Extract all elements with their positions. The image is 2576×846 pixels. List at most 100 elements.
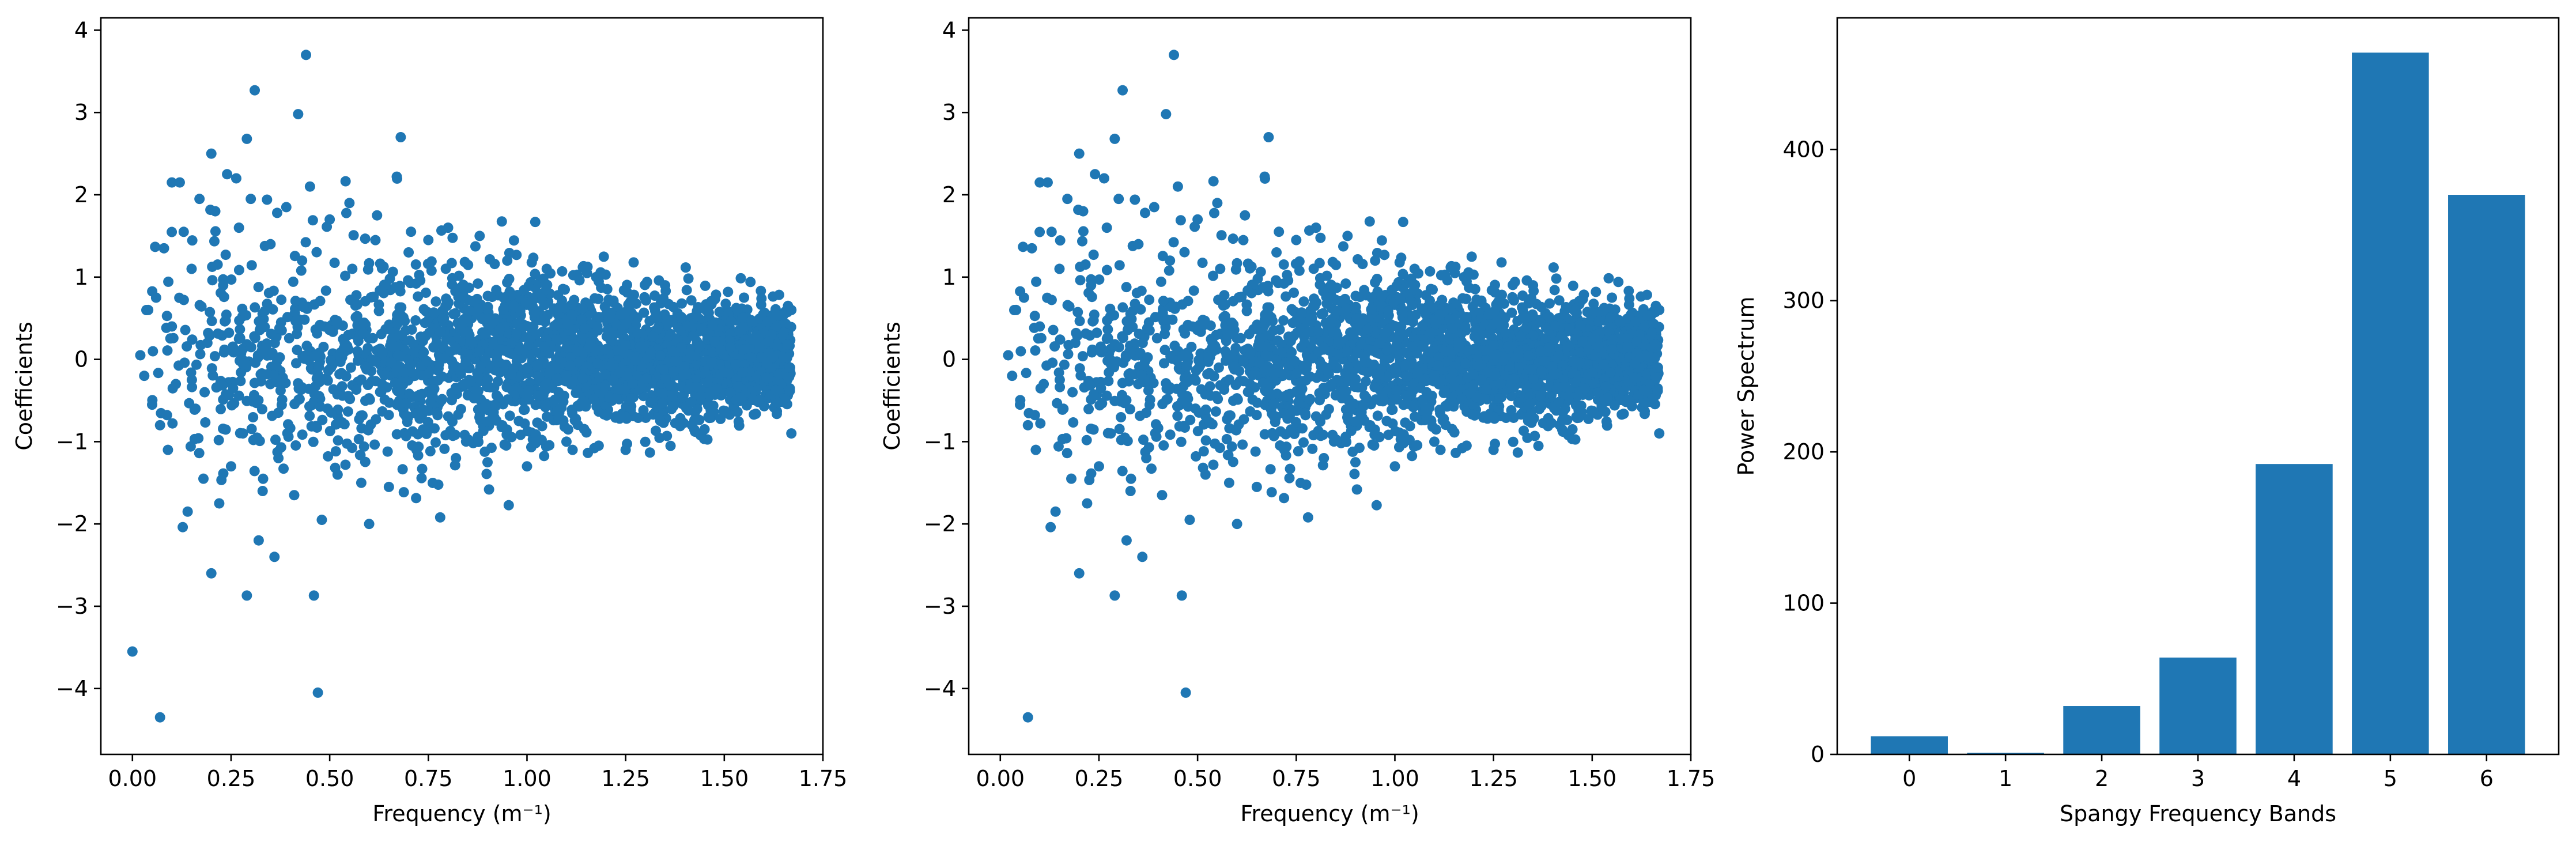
scatter-point bbox=[1153, 422, 1164, 433]
scatter-point bbox=[1460, 358, 1471, 369]
scatter-point bbox=[1136, 369, 1147, 380]
scatter-point bbox=[640, 295, 651, 306]
plot-frame bbox=[100, 17, 824, 756]
scatter-point bbox=[300, 237, 311, 248]
scatter-point bbox=[358, 317, 369, 328]
scatter-point bbox=[360, 233, 371, 244]
scatter-point bbox=[377, 349, 388, 360]
scatter-point bbox=[411, 444, 422, 455]
scatter-point bbox=[494, 367, 505, 378]
scatter-point bbox=[1158, 440, 1169, 451]
scatter-point bbox=[560, 303, 571, 314]
scatter-point bbox=[499, 439, 510, 450]
scatter-point bbox=[1582, 307, 1593, 318]
scatter-point bbox=[422, 417, 433, 428]
scatter-point bbox=[709, 294, 720, 305]
scatter-point bbox=[163, 444, 173, 455]
scatter-point bbox=[1114, 260, 1125, 271]
scatter-point bbox=[275, 385, 286, 396]
scatter-point bbox=[552, 405, 563, 416]
scatter-point bbox=[285, 422, 296, 433]
scatter-point bbox=[1444, 314, 1455, 325]
scatter-point bbox=[1227, 296, 1238, 307]
scatter-point bbox=[1622, 342, 1633, 353]
scatter-point bbox=[147, 399, 158, 410]
scatter-point bbox=[544, 440, 555, 451]
scatter-point bbox=[372, 210, 383, 221]
scatter-point bbox=[704, 413, 715, 424]
scatter-point bbox=[433, 359, 444, 370]
scatter-point bbox=[391, 171, 402, 182]
scatter-point bbox=[762, 358, 773, 369]
scatter-point bbox=[386, 357, 397, 368]
scatter-point bbox=[435, 326, 446, 337]
scatter-point bbox=[753, 333, 764, 343]
scatter-point bbox=[348, 230, 359, 241]
scatter-point bbox=[770, 384, 781, 395]
scatter-point bbox=[391, 429, 402, 440]
scatter-point bbox=[1081, 435, 1092, 445]
scatter-point bbox=[191, 359, 202, 370]
scatter-point bbox=[1605, 312, 1616, 323]
scatter-point bbox=[605, 361, 615, 372]
scatter-point bbox=[746, 316, 757, 327]
scatter-point bbox=[311, 247, 322, 258]
scatter-point bbox=[725, 342, 736, 353]
scatter-point bbox=[241, 133, 252, 144]
scatter-point bbox=[304, 410, 315, 421]
scatter-point bbox=[198, 473, 209, 484]
scatter-point bbox=[598, 251, 609, 262]
scatter-point bbox=[1613, 277, 1624, 288]
scatter-point bbox=[316, 515, 327, 526]
scatter-point bbox=[406, 367, 417, 378]
scatter-point bbox=[281, 202, 292, 213]
scatter-point bbox=[313, 361, 324, 372]
scatter-point bbox=[1265, 464, 1276, 475]
scatter-point bbox=[1538, 356, 1548, 367]
scatter-point bbox=[250, 85, 260, 96]
scatter-point bbox=[723, 286, 734, 297]
scatter-point bbox=[523, 384, 534, 395]
scatter-point bbox=[293, 378, 304, 389]
scatter-point bbox=[301, 50, 312, 61]
scatter-point bbox=[234, 315, 245, 326]
scatter-point bbox=[322, 375, 333, 386]
scatter-point bbox=[329, 258, 340, 269]
scatter-point bbox=[216, 474, 227, 485]
scatter-point bbox=[588, 394, 599, 405]
scatter-point bbox=[1260, 309, 1271, 320]
scatter-point bbox=[689, 414, 700, 425]
scatter-point bbox=[235, 333, 245, 343]
scatter-point bbox=[218, 280, 229, 291]
scatter-point bbox=[168, 333, 179, 343]
scatter-point bbox=[1284, 473, 1295, 484]
scatter-point bbox=[1158, 358, 1169, 369]
scatter-point bbox=[463, 259, 474, 270]
scatter-point bbox=[645, 346, 656, 357]
scatter-point bbox=[363, 425, 374, 436]
scatter-point bbox=[257, 486, 268, 497]
x-tick-label: 0.75 bbox=[404, 766, 453, 791]
scatter-point bbox=[410, 347, 421, 358]
scatter-point bbox=[655, 416, 666, 426]
scatter-point bbox=[515, 305, 526, 316]
scatter-point bbox=[775, 310, 785, 321]
scatter-point bbox=[410, 259, 421, 270]
scatter-point bbox=[161, 410, 172, 421]
scatter-point bbox=[274, 352, 285, 363]
scatter-point bbox=[158, 243, 169, 254]
scatter-point bbox=[1342, 346, 1353, 357]
scatter-point bbox=[167, 226, 177, 237]
scatter-point bbox=[1055, 235, 1066, 246]
scatter-point bbox=[620, 444, 631, 455]
scatter-point bbox=[1164, 265, 1174, 276]
scatter-point bbox=[1068, 417, 1079, 428]
scatter-point bbox=[593, 276, 604, 287]
scatter-point bbox=[314, 376, 325, 387]
scatter-point bbox=[210, 206, 221, 217]
scatter-point bbox=[245, 194, 256, 205]
scatter-point bbox=[470, 241, 481, 252]
scatter-point bbox=[1359, 285, 1370, 296]
scatter-point bbox=[724, 387, 735, 398]
scatter-point bbox=[474, 412, 485, 423]
